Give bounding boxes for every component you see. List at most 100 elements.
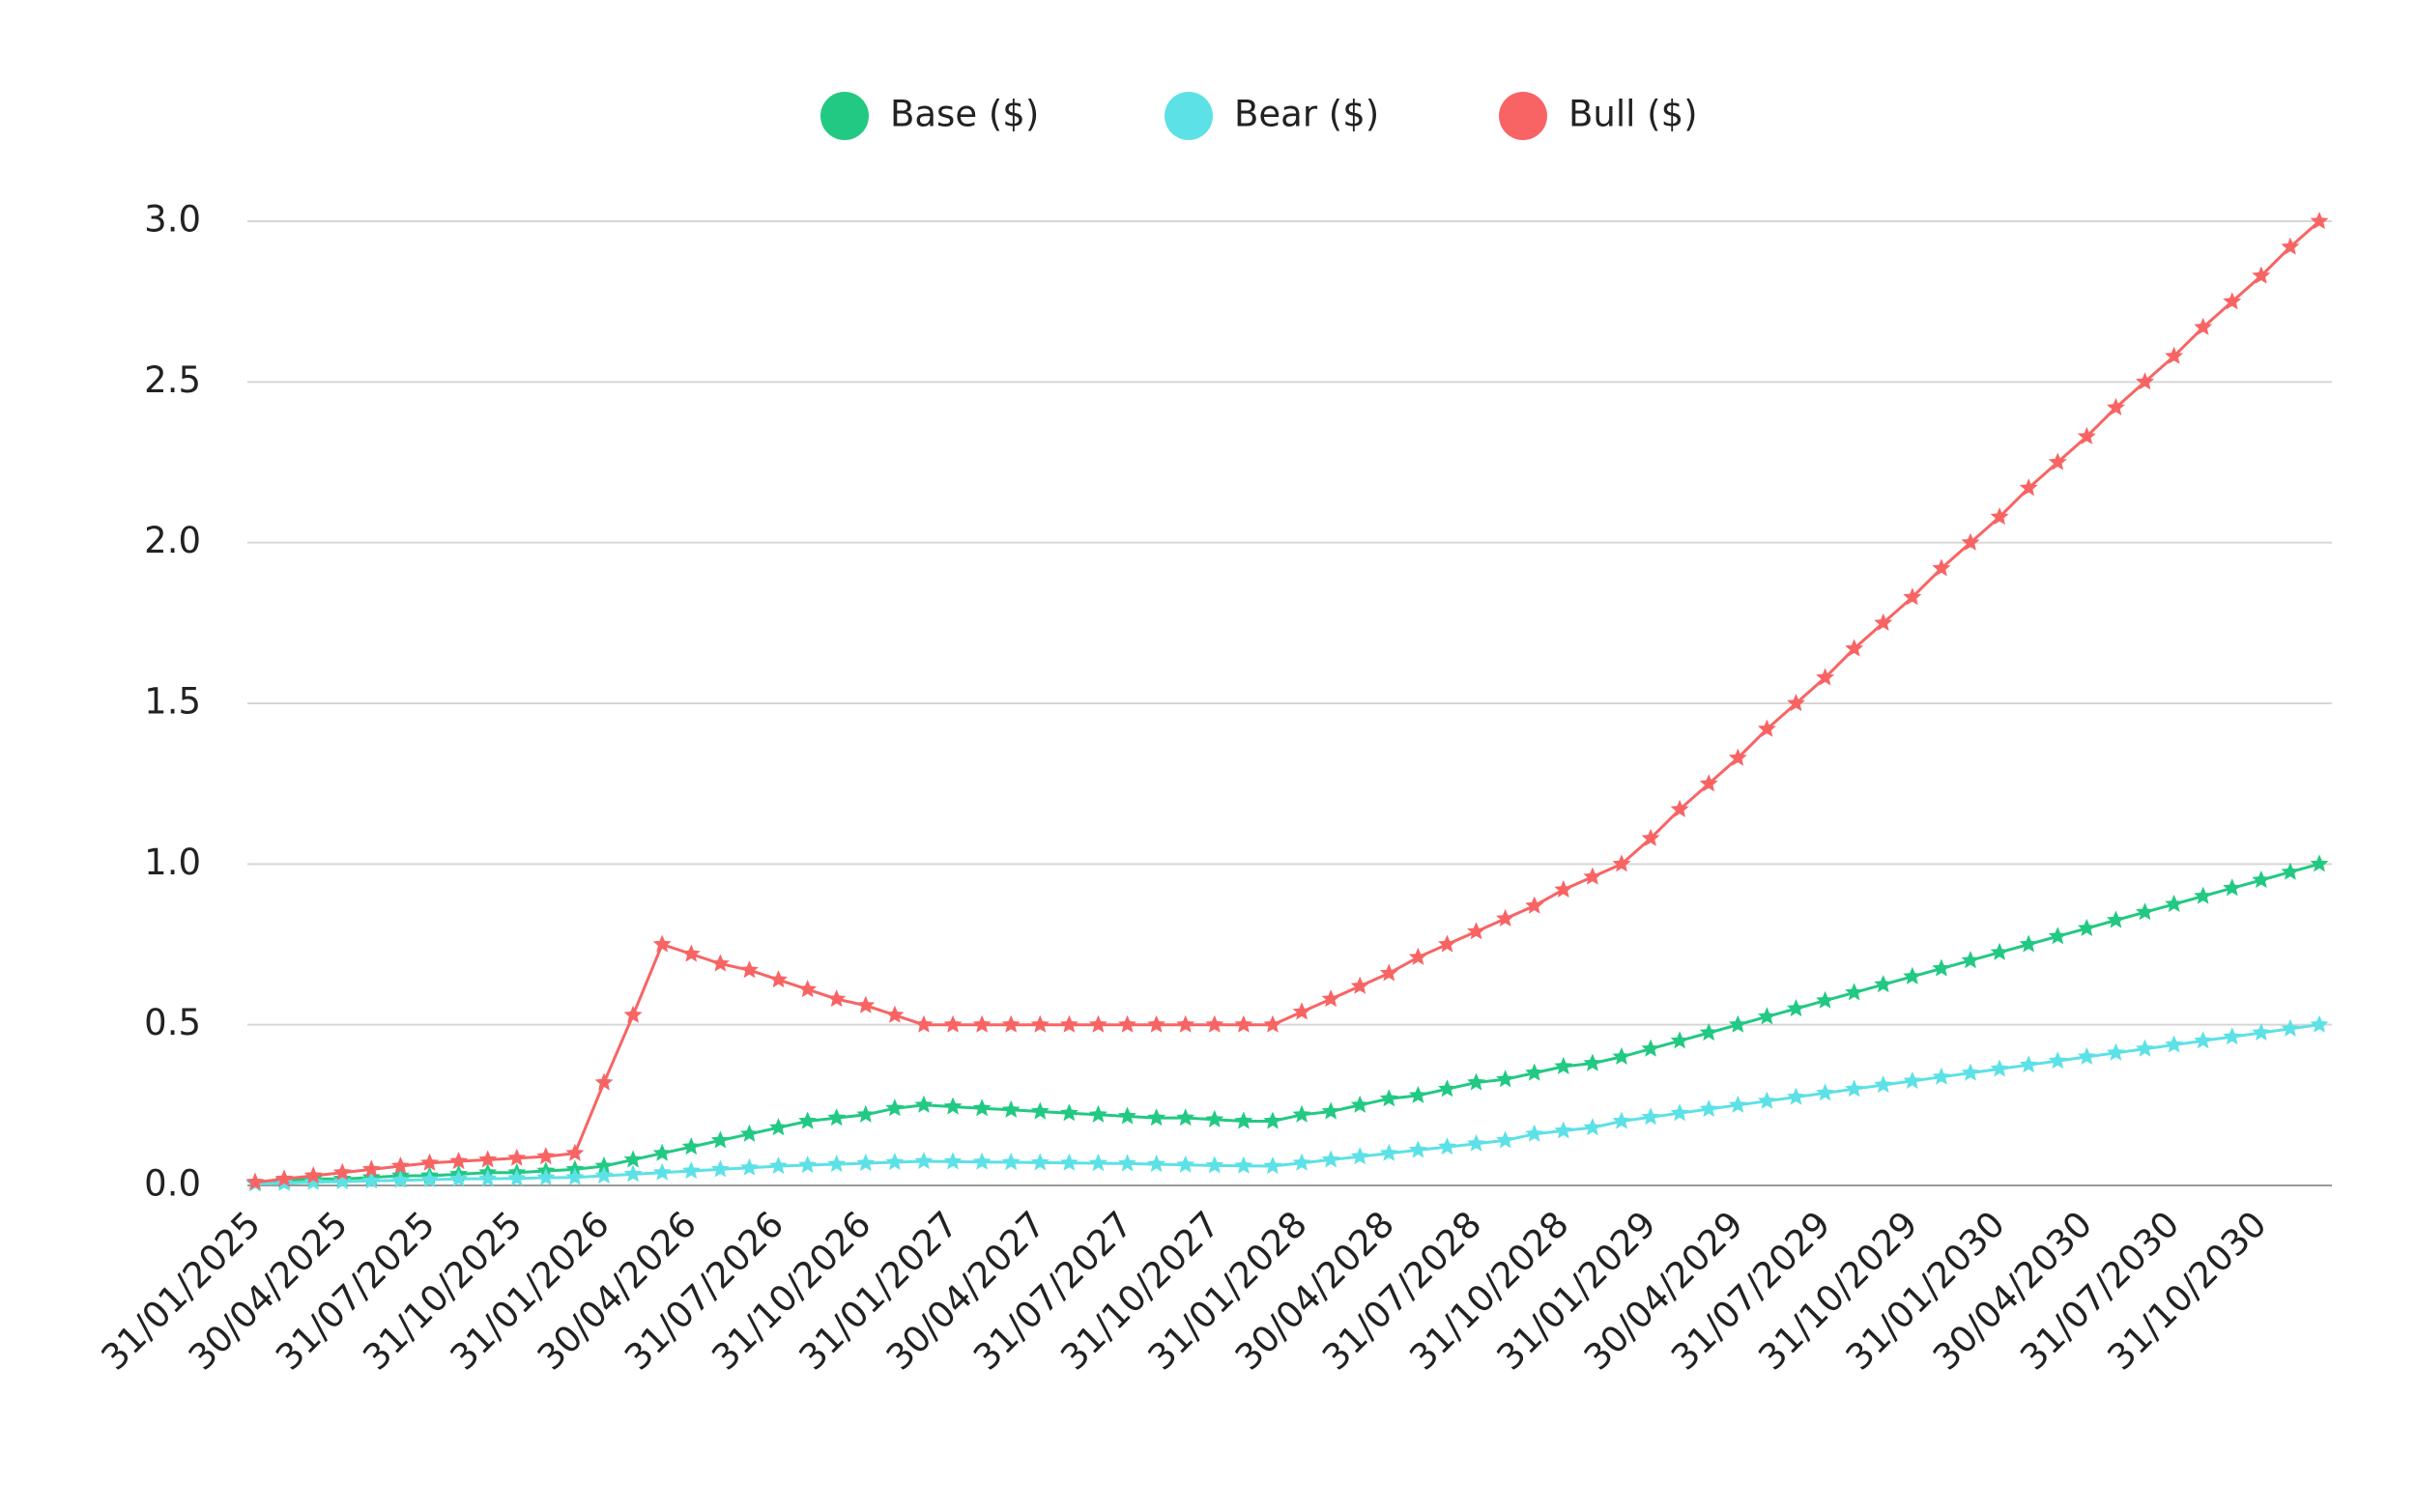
point-marker xyxy=(2019,934,2038,953)
point-marker xyxy=(1903,1070,1922,1089)
y-tick-label: 2.5 xyxy=(144,359,201,401)
point-marker xyxy=(303,1172,323,1190)
point-marker xyxy=(2252,870,2271,889)
point-marker xyxy=(710,1159,730,1178)
y-tick-label: 3.0 xyxy=(144,199,201,241)
point-marker xyxy=(1525,1124,1544,1142)
point-marker xyxy=(2252,266,2271,284)
point-marker xyxy=(1147,1155,1166,1173)
point-marker xyxy=(1699,1099,1718,1118)
point-marker xyxy=(1757,1007,1776,1025)
point-marker xyxy=(2077,918,2096,936)
legend-marker xyxy=(1499,92,1547,140)
point-marker xyxy=(1118,1154,1136,1172)
point-marker xyxy=(1990,507,2009,526)
point-marker xyxy=(914,1014,934,1033)
point-marker xyxy=(1903,966,1922,984)
point-marker xyxy=(1787,999,1805,1017)
point-marker xyxy=(1321,1101,1340,1120)
point-marker xyxy=(1408,1085,1427,1103)
point-marker xyxy=(856,995,876,1013)
point-marker xyxy=(2310,854,2329,872)
point-marker xyxy=(1699,774,1718,792)
point-marker xyxy=(1845,639,1864,657)
point-marker xyxy=(1641,1107,1660,1126)
point-marker xyxy=(1961,532,1980,551)
point-marker xyxy=(1612,854,1631,872)
point-marker xyxy=(739,960,759,979)
point-marker xyxy=(798,1111,818,1129)
point-marker xyxy=(1525,896,1544,914)
point-marker xyxy=(2077,1046,2096,1065)
point-marker xyxy=(1350,1095,1369,1113)
point-marker xyxy=(478,1169,498,1187)
point-marker xyxy=(1088,1014,1107,1033)
point-marker xyxy=(972,1152,992,1170)
point-marker xyxy=(2252,1023,2271,1041)
point-marker xyxy=(1932,1067,1951,1085)
point-marker xyxy=(1932,558,1951,577)
point-marker xyxy=(1990,942,2009,960)
point-marker xyxy=(652,1162,672,1181)
point-marker xyxy=(1001,1153,1021,1171)
legend-marker xyxy=(820,92,869,140)
point-marker xyxy=(1321,1150,1340,1168)
point-marker xyxy=(710,1130,730,1149)
point-marker xyxy=(1438,934,1456,953)
point-marker xyxy=(623,1150,643,1168)
point-marker xyxy=(565,1167,585,1185)
point-marker xyxy=(856,1104,876,1123)
point-marker xyxy=(1612,1046,1631,1065)
point-marker xyxy=(1030,1014,1050,1033)
point-marker xyxy=(681,944,701,962)
point-marker xyxy=(1379,1143,1398,1161)
point-marker xyxy=(2165,894,2184,912)
point-marker xyxy=(2019,1055,2038,1073)
point-marker xyxy=(332,1162,352,1181)
point-marker xyxy=(914,1152,934,1170)
point-marker xyxy=(449,1169,469,1187)
point-marker xyxy=(1234,1155,1253,1174)
point-marker xyxy=(1583,867,1602,885)
point-marker xyxy=(420,1153,439,1171)
point-marker xyxy=(1583,1053,1602,1071)
point-marker xyxy=(827,1155,847,1173)
point-marker xyxy=(274,1169,294,1187)
point-marker xyxy=(1205,1155,1224,1174)
point-marker xyxy=(943,1097,963,1115)
point-marker xyxy=(390,1170,410,1188)
point-marker xyxy=(1845,1079,1864,1098)
point-marker xyxy=(1205,1109,1224,1127)
point-marker xyxy=(2281,1018,2300,1037)
point-marker xyxy=(2223,1027,2242,1045)
point-marker xyxy=(565,1143,585,1161)
point-marker xyxy=(332,1172,352,1190)
point-marker xyxy=(1059,1103,1079,1122)
point-marker xyxy=(2136,1039,2154,1057)
point-marker xyxy=(1787,694,1805,712)
point-marker xyxy=(1670,1103,1689,1122)
point-marker xyxy=(1088,1154,1107,1172)
point-marker xyxy=(1147,1108,1166,1127)
point-marker xyxy=(2136,372,2154,390)
point-marker xyxy=(1292,1153,1311,1171)
point-marker xyxy=(1263,1156,1282,1175)
point-marker xyxy=(1903,587,1922,606)
point-marker xyxy=(1757,1091,1776,1109)
point-marker xyxy=(361,1159,381,1178)
point-marker xyxy=(681,1137,701,1155)
point-marker xyxy=(1176,1108,1195,1127)
point-marker xyxy=(769,970,788,988)
point-marker xyxy=(1292,1104,1311,1123)
point-marker xyxy=(507,1168,527,1186)
point-marker xyxy=(769,1156,788,1175)
point-marker xyxy=(536,1168,556,1186)
point-marker xyxy=(1728,748,1747,766)
point-marker xyxy=(769,1118,788,1136)
point-marker xyxy=(1641,1039,1660,1057)
point-marker xyxy=(2077,426,2096,444)
point-marker xyxy=(739,1157,759,1176)
point-marker xyxy=(681,1161,701,1180)
point-marker xyxy=(1147,1014,1166,1033)
point-marker xyxy=(2019,478,2038,497)
